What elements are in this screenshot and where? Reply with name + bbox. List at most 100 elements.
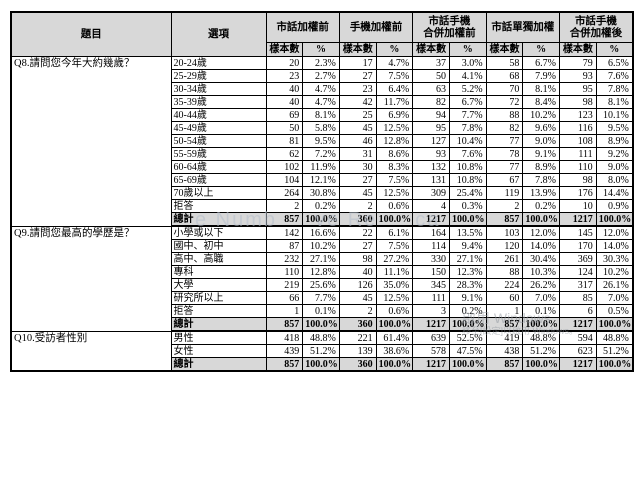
- percent-cell: 0.1%: [522, 304, 560, 318]
- percent-cell: 30.8%: [302, 186, 340, 200]
- percent-cell: 6.9%: [375, 108, 414, 122]
- percent-cell: 7.9%: [522, 69, 560, 83]
- sample-count-cell: 857: [485, 317, 524, 332]
- sample-count-cell: 261: [485, 252, 524, 266]
- option-cell: 國中、初中: [170, 239, 267, 253]
- sample-count-cell: 10: [559, 199, 597, 213]
- sample-count-cell: 42: [338, 95, 377, 109]
- sample-count-cell: 27: [338, 239, 377, 253]
- sample-count-cell: 23: [338, 82, 377, 96]
- percent-cell: 7.0%: [522, 291, 560, 305]
- option-cell: 拒答: [170, 304, 267, 318]
- percent-cell: 7.5%: [375, 69, 414, 83]
- sample-count-cell: 77: [485, 134, 524, 148]
- percent-cell: 0.1%: [302, 304, 340, 318]
- sample-count-cell: 102: [265, 160, 304, 174]
- option-cell: 拒答: [170, 199, 267, 213]
- table-row: 高中、高職 232 27.1% 98 27.2% 330 27.1% 261 30.4% 369 3…: [11, 252, 634, 266]
- sample-count-cell: 6: [559, 304, 597, 318]
- total-label-cell: 總計: [170, 357, 267, 372]
- percent-cell: 6.4%: [375, 82, 414, 96]
- table-row: 65-69歲 104 12.1% 27 7.5% 131 10.8% 67 7.8% 98 8.0%: [11, 173, 634, 187]
- percent-cell: 30.3%: [595, 252, 634, 266]
- group-label-line: 手機加權前: [349, 21, 403, 33]
- percent-cell: 12.0%: [595, 225, 634, 240]
- percent-cell: 7.7%: [448, 108, 487, 122]
- sample-count-cell: 40: [265, 82, 304, 96]
- sample-count-cell: 330: [412, 252, 450, 266]
- sample-count-cell: 119: [485, 186, 524, 200]
- sample-count-cell: 578: [412, 344, 450, 358]
- percent-cell: 8.1%: [522, 82, 560, 96]
- subheader-sample-size: 樣本數: [265, 42, 304, 57]
- percent-cell: 7.6%: [595, 69, 634, 83]
- subheader-percent: %: [522, 42, 560, 57]
- sample-count-cell: 1217: [412, 317, 450, 332]
- option-cell: 25-29歲: [170, 69, 267, 83]
- subheader-sample-size: 樣本數: [412, 42, 450, 57]
- sample-count-cell: 639: [412, 330, 450, 345]
- sample-count-cell: 50: [412, 69, 450, 83]
- group-label-line: 市話加權前: [276, 21, 329, 33]
- percent-cell: 9.2%: [595, 147, 634, 161]
- percent-cell: 52.5%: [448, 330, 487, 345]
- percent-cell: 14.0%: [595, 239, 634, 253]
- option-cell: 70歲以上: [170, 186, 267, 200]
- subheader-percent: %: [375, 42, 414, 57]
- percent-cell: 7.2%: [302, 147, 340, 161]
- percent-cell: 100.0%: [595, 317, 634, 332]
- percent-cell: 8.9%: [595, 134, 634, 148]
- table-row: 女性 439 51.2% 139 38.6% 578 47.5% 438 51.2% 623 51.…: [11, 344, 634, 358]
- percent-cell: 10.8%: [448, 173, 487, 187]
- percent-cell: 4.7%: [302, 82, 340, 96]
- percent-cell: 100.0%: [595, 212, 634, 227]
- sample-count-cell: 88: [485, 265, 524, 279]
- sample-count-cell: 111: [559, 147, 597, 161]
- sample-count-cell: 62: [265, 147, 304, 161]
- col-group-landline-weighted: 市話單獨加權: [485, 11, 561, 43]
- percent-cell: 4.7%: [375, 56, 414, 70]
- sample-count-cell: 438: [485, 344, 524, 358]
- percent-cell: 100.0%: [522, 357, 560, 372]
- sample-count-cell: 176: [559, 186, 597, 200]
- percent-cell: 11.7%: [375, 95, 414, 109]
- sample-count-cell: 1: [485, 304, 524, 318]
- percent-cell: 100.0%: [375, 317, 414, 332]
- table-body: Q8.請問您今年大約幾歲？ 20-24歲 20 2.3% 17 4.7% 37 3.0% 58 6…: [10, 56, 634, 372]
- sample-count-cell: 25: [338, 108, 377, 122]
- percent-cell: 7.8%: [522, 173, 560, 187]
- percent-cell: 26.1%: [595, 278, 634, 292]
- percent-cell: 12.5%: [375, 186, 414, 200]
- total-row: 總計 857 100.0% 360 100.0% 1217 100.0% 857 100.0% 1…: [11, 212, 634, 227]
- total-label-cell: 總計: [170, 317, 267, 332]
- table-row: Q10.受訪者性別 男性 418 48.8% 221 61.4% 639 52.5% 419 48…: [10, 330, 634, 372]
- percent-cell: 38.6%: [375, 344, 414, 358]
- percent-cell: 27.1%: [302, 252, 340, 266]
- percent-cell: 13.5%: [448, 225, 487, 240]
- percent-cell: 8.1%: [595, 95, 634, 109]
- percent-cell: 7.5%: [375, 239, 414, 253]
- percent-cell: 25.6%: [302, 278, 340, 292]
- sample-count-cell: 1217: [559, 317, 597, 332]
- sample-count-cell: 1217: [559, 212, 597, 227]
- sample-count-cell: 145: [559, 225, 597, 240]
- percent-cell: 9.0%: [595, 160, 634, 174]
- sample-count-cell: 27: [338, 69, 377, 83]
- sample-count-cell: 46: [338, 134, 377, 148]
- sample-count-cell: 108: [559, 134, 597, 148]
- percent-cell: 8.6%: [375, 147, 414, 161]
- sample-count-cell: 439: [265, 344, 304, 358]
- percent-cell: 51.2%: [302, 344, 340, 358]
- percent-cell: 7.8%: [595, 82, 634, 96]
- percent-cell: 10.2%: [302, 239, 340, 253]
- percent-cell: 0.2%: [302, 199, 340, 213]
- table-row: Q9.請問您最高的學歷是？ 小學或以下 142 16.6% 22 6.1% 164 13.5%…: [10, 225, 634, 332]
- percent-cell: 51.2%: [595, 344, 634, 358]
- percent-cell: 28.3%: [448, 278, 487, 292]
- percent-cell: 3.0%: [448, 56, 487, 70]
- percent-cell: 5.2%: [448, 82, 487, 96]
- sample-count-cell: 139: [338, 344, 377, 358]
- option-cell: 55-59歲: [170, 147, 267, 161]
- sample-count-cell: 82: [412, 95, 450, 109]
